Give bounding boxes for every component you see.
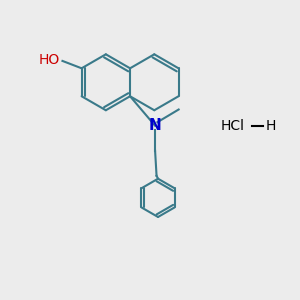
Text: HO: HO bbox=[39, 53, 60, 67]
Text: H: H bbox=[266, 119, 276, 134]
Text: HCl: HCl bbox=[220, 119, 244, 134]
Text: N: N bbox=[149, 118, 161, 133]
